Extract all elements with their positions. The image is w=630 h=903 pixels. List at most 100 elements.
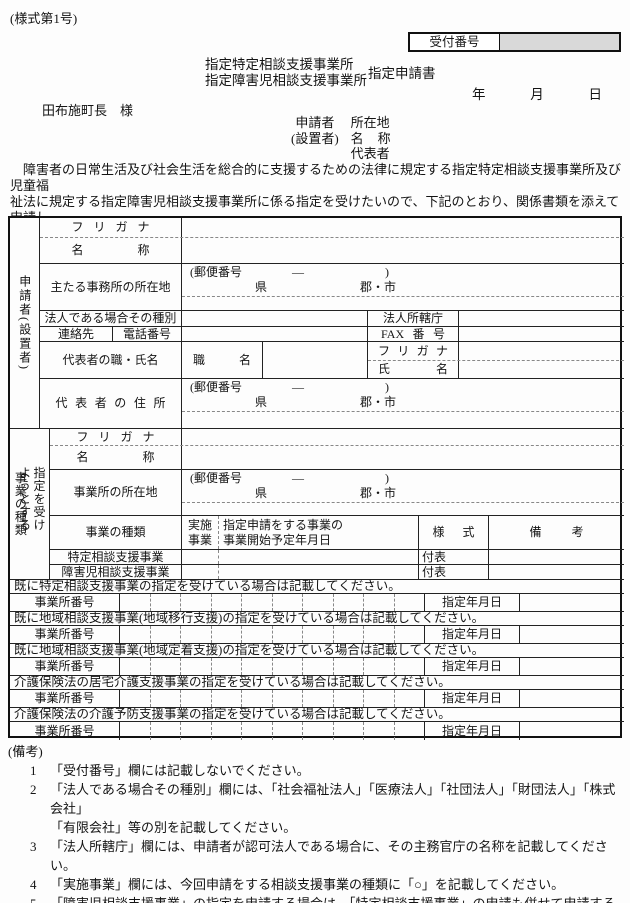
business-office-address-field[interactable]: (郵便番号 ― ) 県 郡・市 [182, 470, 624, 515]
applicant-label: 申請者 [295, 115, 335, 130]
main-office-address-label: 主たる事務所の所在地 [40, 264, 182, 310]
designation-date-label: 指定年月日 [425, 658, 520, 675]
note-item-5: 5 「障害児相談支援事業」の指定を申請する場合は、「特定相談支援事業」の申請も併… [30, 894, 622, 903]
title-block: 指定特定相談支援事業所 指定障害児相談支援事業所 [205, 57, 367, 89]
note-item-4: 4 「実施事業」欄には、今回申請をする相談支援事業の種類に「○」を記載してくださ… [30, 877, 565, 892]
date-year-label: 年 [472, 87, 486, 102]
receipt-number-label: 受付番号 [410, 34, 500, 50]
applicant-furigana-label: フリガナ [40, 218, 182, 237]
city-label: 郡・市 [360, 486, 397, 500]
remarks-field-child[interactable] [489, 565, 624, 579]
implement-field-specified[interactable] [182, 550, 219, 564]
founder-label: (設置者) [291, 130, 339, 146]
corp-authority-field[interactable] [459, 311, 624, 326]
note-item-1: 1 「受付番号」欄には記載しないでください。 [30, 763, 310, 778]
designation-date-label: 指定年月日 [425, 626, 520, 643]
designation-date-field[interactable] [520, 594, 624, 611]
remarks-field-specified[interactable] [489, 550, 624, 564]
addressee-line: 田布施町長 様 [42, 103, 133, 119]
job-title-field[interactable] [263, 342, 368, 378]
job-title-label: 職名 [182, 342, 263, 378]
note-item-3: 3 「法人所轄庁」欄には、申請者が認可法人である場合に、その主務官庁の名称を記載… [30, 839, 608, 873]
office-name-label: 名称 [50, 446, 182, 469]
rep-furigana-label: フリガナ [368, 342, 459, 360]
city-label: 郡・市 [360, 280, 397, 294]
addressee: 田布施町長 [42, 103, 108, 118]
designation-date-field[interactable] [520, 626, 624, 643]
business-type-label: 事業の種類 [50, 516, 182, 549]
notes-section: (備考) 1 「受付番号」欄には記載しないでください。 2 「法人である場合その… [8, 742, 622, 903]
office-number-digits[interactable] [120, 690, 425, 707]
title-line-1: 指定特定相談支援事業所 [205, 57, 354, 72]
rep-name-label: 氏名 [368, 360, 459, 378]
applicant-field-name: 名称 [350, 130, 391, 146]
prefecture-label: 県 [255, 280, 268, 294]
row-label-specified-consultation: 特定相談支援事業 [50, 550, 182, 564]
office-name-field[interactable] [182, 446, 624, 469]
corp-type-field[interactable] [182, 311, 368, 326]
corp-type-label: 法人である場合その種別 [40, 311, 182, 326]
implement-column-header: 実施事業 [182, 516, 219, 549]
rep-address-label: 代表者の住所 [40, 379, 182, 428]
title-suffix: 指定申請書 [368, 66, 436, 81]
postal-open: (郵便番号 [190, 265, 242, 279]
phone-label: 電話番号 [113, 327, 182, 341]
designation-date-field[interactable] [520, 658, 624, 675]
remarks-column-header: 備考 [529, 525, 584, 540]
receipt-number-box: 受付番号 [408, 32, 621, 52]
postal-close: ) [385, 380, 389, 394]
start-date-field-specified[interactable] [219, 550, 419, 564]
existing-note-specified: 既に特定相談支援事業の指定を受けている場合は記載してください。 [14, 580, 401, 593]
start-date-column-header: 指定申請をする事業の 事業開始予定年月日 [219, 516, 419, 549]
honorific: 様 [120, 103, 134, 118]
date-day-label: 日 [588, 87, 603, 102]
office-number-digits[interactable] [120, 594, 425, 611]
office-number-digits[interactable] [120, 658, 425, 675]
row-label-child-consultation: 障害児相談支援事業 [50, 565, 182, 579]
receipt-number-field[interactable] [500, 34, 619, 50]
office-number-label: 事業所番号 [10, 658, 120, 675]
postal-dash: ― [292, 265, 304, 279]
designation-date-label: 指定年月日 [425, 690, 520, 707]
note-item-2: 2 「法人である場合その種別」欄には、「社会福祉法人」「医療法人」「社団法人」「… [30, 782, 616, 835]
section-applicant-vertical-label: 申請者(設置者) [10, 218, 40, 429]
main-office-address-field[interactable]: (郵便番号 ― ) 県 郡・市 [182, 264, 624, 310]
office-number-label: 事業所番号 [10, 690, 120, 707]
fax-field[interactable] [459, 327, 624, 341]
existing-note-preventive-care: 介護保険法の介護予防支援事業の指定を受けている場合は記載してください。 [14, 708, 451, 721]
applicant-furigana-field[interactable] [182, 218, 624, 237]
prefecture-label: 県 [255, 486, 268, 500]
rep-furigana-field[interactable] [459, 342, 624, 360]
applicant-name-field[interactable] [182, 238, 624, 263]
prefecture-label: 県 [255, 395, 268, 409]
form-code: (様式第1号) [10, 11, 78, 26]
implement-field-child[interactable] [182, 565, 219, 579]
date-month-label: 月 [530, 87, 544, 102]
city-label: 郡・市 [360, 395, 397, 409]
office-number-digits[interactable] [120, 626, 425, 643]
phone-field[interactable] [182, 327, 368, 341]
date-line: 年 月 日 [472, 87, 602, 103]
office-number-label: 事業所番号 [10, 626, 120, 643]
office-furigana-field[interactable] [182, 429, 624, 445]
designation-date-field[interactable] [520, 690, 624, 707]
designation-date-label: 指定年月日 [425, 594, 520, 611]
applicant-field-representative: 代表者 [350, 146, 390, 162]
applicant-block: 申請者 (設置者) 所在地 名称 代表者 [291, 115, 391, 162]
postal-close: ) [385, 471, 389, 485]
style-column-header: 様式 [419, 516, 489, 549]
postal-close: ) [385, 265, 389, 279]
rep-address-field[interactable]: (郵便番号 ― ) 県 郡・市 [182, 379, 624, 428]
start-date-field-child[interactable] [219, 565, 419, 579]
rep-name-field[interactable] [459, 361, 624, 379]
existing-note-home-care: 介護保険法の居宅介護支援事業の指定を受けている場合は記載してください。 [14, 676, 451, 689]
section-business-type-vertical-label: 指定を受けようとする 事業の種類 [10, 429, 50, 580]
postal-dash: ― [292, 380, 304, 394]
office-number-digits[interactable] [120, 722, 425, 740]
postal-open: (郵便番号 [190, 380, 242, 394]
existing-note-regional-transition: 既に地域相談支援事業(地域移行支援)の指定を受けている場合は記載してください。 [14, 612, 485, 625]
designation-date-field[interactable] [520, 722, 624, 740]
rep-title-name-label: 代表者の職・氏名 [40, 342, 182, 378]
title-line-2: 指定障害児相談支援事業所 [205, 73, 367, 89]
